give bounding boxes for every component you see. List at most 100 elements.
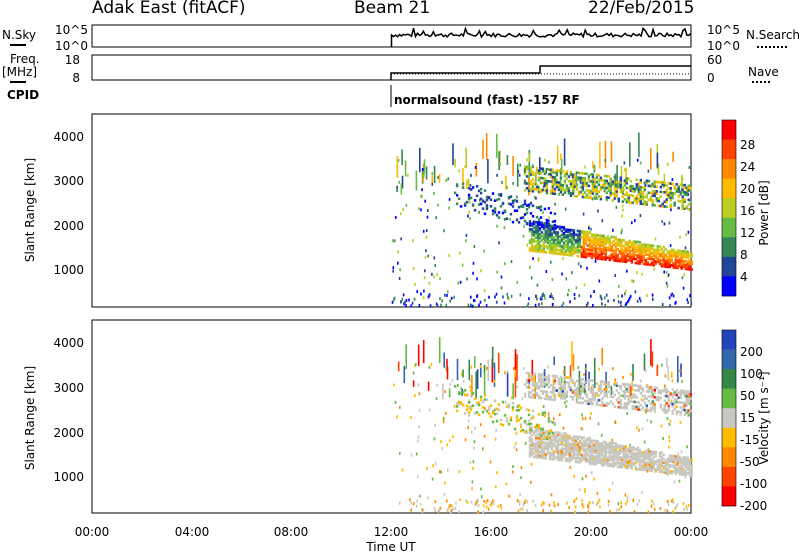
data-cell — [640, 256, 643, 260]
data-cell — [656, 468, 659, 471]
data-cell — [578, 241, 582, 245]
data-cell — [659, 185, 662, 189]
data-cell — [504, 400, 507, 404]
data-cell — [547, 231, 551, 234]
data-cell — [515, 200, 519, 203]
data-cell — [643, 353, 646, 371]
data-cell — [523, 430, 527, 434]
data-cell — [563, 392, 567, 396]
data-cell — [538, 454, 542, 457]
data-cell — [600, 236, 604, 239]
data-cell — [491, 359, 494, 383]
data-cell — [550, 247, 554, 251]
data-cell — [574, 233, 578, 236]
data-cell — [568, 246, 572, 249]
data-cell — [535, 196, 537, 200]
data-cell — [616, 255, 619, 259]
data-cell — [627, 383, 630, 386]
data-cell — [568, 250, 572, 253]
data-cell — [623, 193, 626, 197]
data-cell — [628, 257, 631, 260]
data-cell — [630, 455, 633, 459]
data-cell — [562, 434, 566, 437]
data-cell — [662, 453, 665, 457]
data-cell — [560, 458, 564, 462]
data-cell — [552, 252, 556, 255]
data-cell — [686, 462, 689, 465]
data-cell — [620, 244, 623, 248]
data-cell — [579, 190, 583, 194]
data-cell — [667, 196, 670, 199]
data-cell — [684, 460, 687, 463]
data-cell — [482, 447, 484, 451]
data-cell — [534, 303, 537, 307]
data-cell — [586, 254, 590, 257]
data-cell — [577, 396, 581, 400]
data-cell — [629, 383, 632, 387]
data-cell — [673, 407, 676, 411]
data-cell — [475, 402, 479, 406]
data-cell — [458, 251, 461, 255]
data-cell — [536, 238, 540, 242]
data-cell — [597, 178, 601, 182]
data-cell — [614, 442, 617, 445]
data-cell — [649, 388, 652, 391]
data-cell — [569, 379, 573, 382]
data-cell — [648, 457, 651, 461]
data-cell — [623, 390, 626, 393]
data-cell — [608, 243, 611, 246]
data-cell — [591, 395, 595, 399]
data-cell — [612, 235, 615, 239]
data-cell — [618, 252, 621, 255]
data-cell — [622, 252, 625, 256]
data-cell — [666, 263, 669, 267]
data-cell — [550, 451, 554, 455]
data-cell — [566, 444, 570, 447]
data-cell — [555, 389, 559, 392]
data-cell — [564, 434, 568, 437]
data-cell — [470, 303, 472, 307]
data-cell — [560, 158, 563, 173]
freq-trace — [390, 65, 691, 80]
data-cell — [675, 300, 677, 304]
data-cell — [499, 204, 503, 208]
data-cell — [603, 387, 606, 391]
data-cell — [542, 445, 546, 448]
data-cell — [690, 470, 693, 474]
data-cell — [590, 235, 594, 238]
data-cell — [548, 247, 552, 251]
data-cell — [689, 201, 692, 204]
data-cell — [639, 391, 642, 395]
data-cell — [425, 249, 427, 253]
data-cell — [519, 507, 522, 511]
data-cell — [538, 446, 542, 450]
data-cell — [511, 396, 513, 400]
data-cell — [447, 468, 449, 472]
data-cell — [566, 450, 570, 453]
data-cell — [614, 253, 617, 257]
data-cell — [542, 437, 546, 441]
data-cell — [495, 300, 498, 304]
data-cell — [676, 249, 679, 252]
data-cell — [630, 467, 633, 470]
data-cell — [571, 179, 574, 191]
data-cell — [616, 248, 619, 251]
data-cell — [649, 196, 652, 200]
data-cell — [659, 204, 662, 208]
data-cell — [669, 393, 672, 396]
data-cell — [638, 258, 641, 261]
data-cell — [655, 180, 658, 184]
data-cell — [544, 296, 546, 300]
data-cell — [554, 440, 558, 444]
data-cell — [557, 503, 559, 507]
data-cell — [503, 209, 507, 213]
data-cell — [553, 187, 557, 191]
data-cell — [415, 452, 418, 456]
data-cell — [553, 393, 557, 397]
data-cell — [638, 252, 641, 256]
data-cell — [548, 503, 551, 507]
data-cell — [620, 458, 623, 461]
data-cell — [648, 247, 651, 251]
data-cell — [569, 388, 573, 392]
